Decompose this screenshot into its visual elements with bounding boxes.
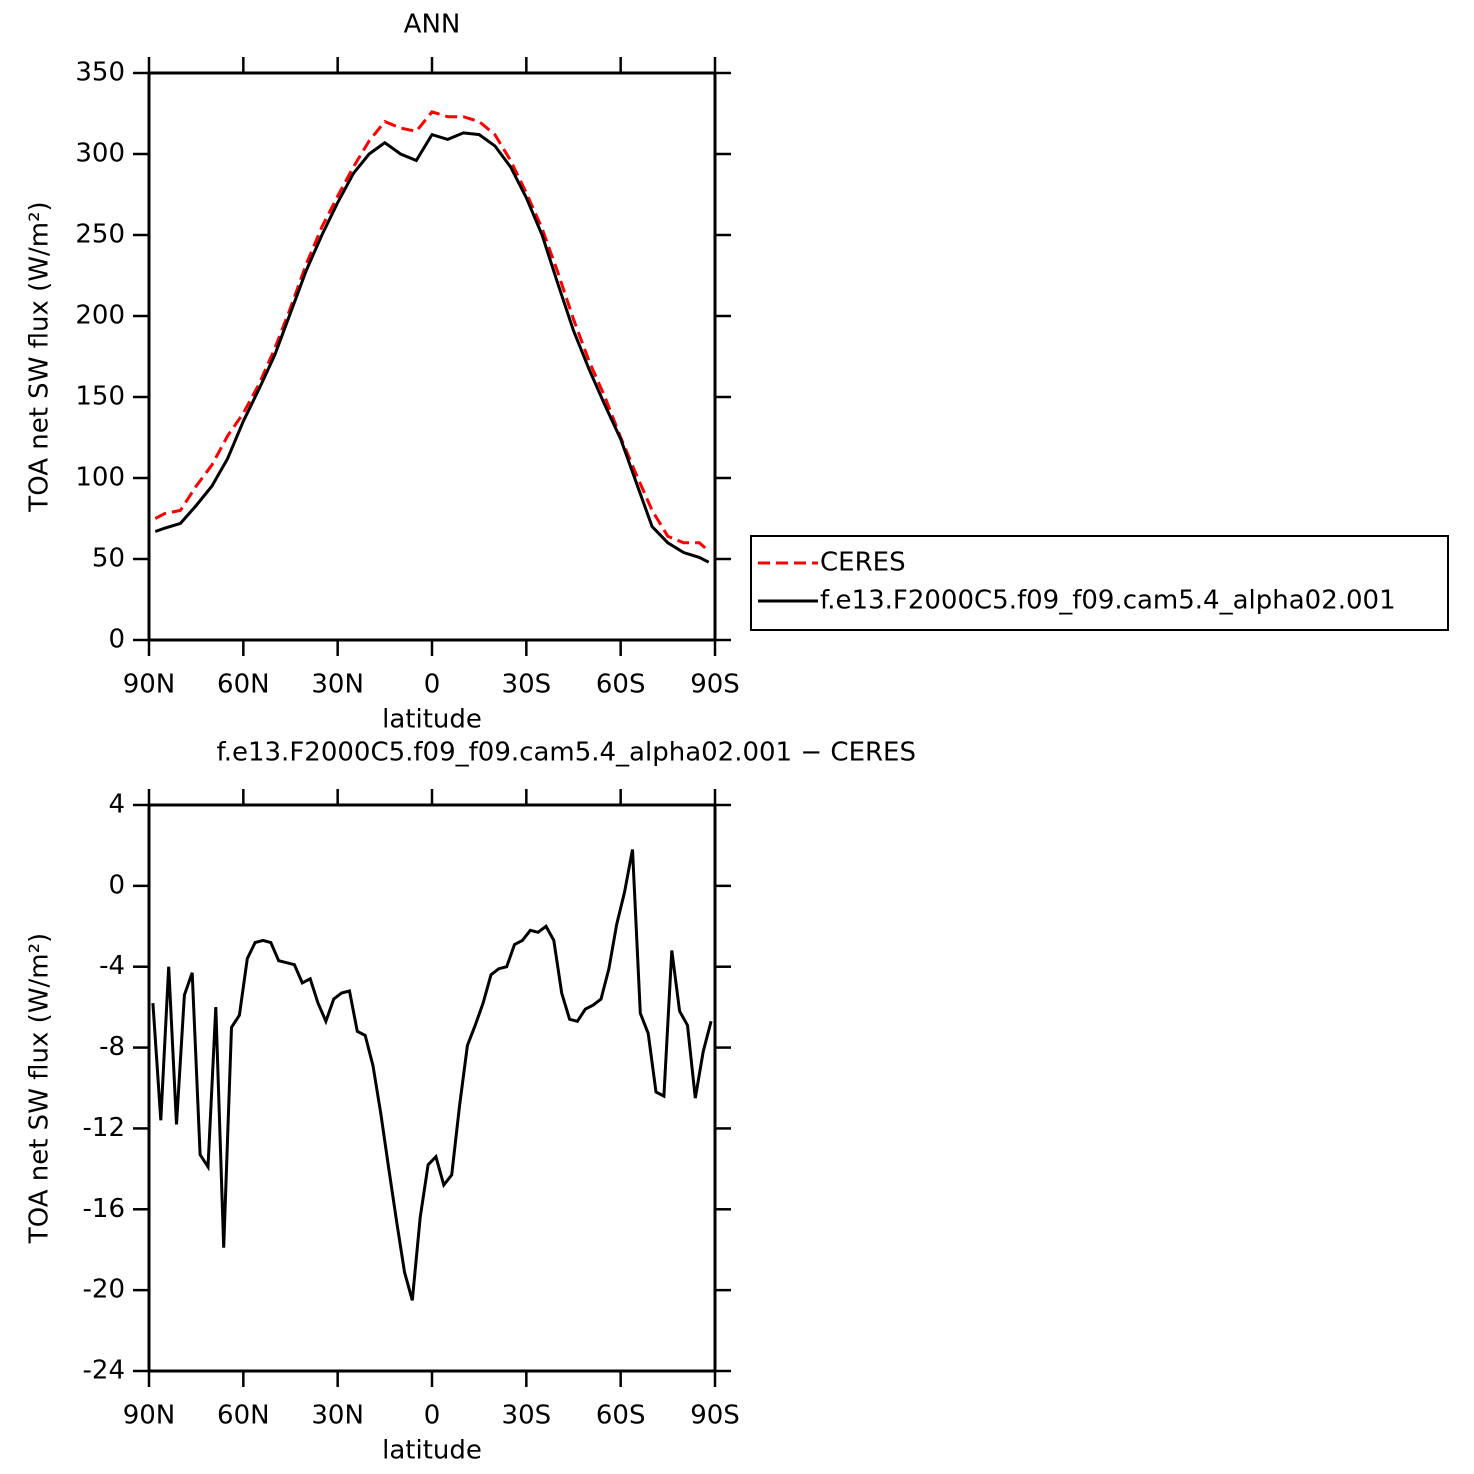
x-tick-label: 0	[424, 1401, 441, 1431]
plot-frame	[147, 71, 717, 642]
x-tick-label: 60N	[217, 1401, 270, 1431]
data-line	[154, 110, 710, 553]
data-line	[151, 849, 713, 1301]
x-axis-label: latitude	[382, 705, 482, 735]
y-axis-label: TOA net SW flux (W/m²)	[25, 201, 55, 512]
x-tick-label: 60S	[596, 670, 646, 700]
x-tick-label: 60N	[217, 670, 270, 700]
y-tick-label: 0	[108, 625, 125, 655]
x-tick-label: 0	[424, 670, 441, 700]
x-tick-label: 90S	[690, 1401, 740, 1431]
y-tick-label: 150	[75, 382, 125, 412]
x-tick-label: 90S	[690, 670, 740, 700]
x-tick-label: 30S	[502, 670, 552, 700]
x-tick-label: 90N	[123, 670, 176, 700]
x-tick-label: 30N	[311, 1401, 364, 1431]
chart-title: ANN	[404, 10, 461, 40]
y-tick-label: -24	[83, 1356, 125, 1386]
x-tick-label: 30S	[502, 1401, 552, 1431]
y-tick-label: 250	[75, 220, 125, 250]
plot-frame	[147, 803, 717, 1373]
chart-title: f.e13.F2000C5.f09_f09.cam5.4_alpha02.001…	[216, 738, 916, 768]
x-tick-label: 30N	[311, 670, 364, 700]
x-tick-label: 60S	[596, 1401, 646, 1431]
y-tick-label: -8	[99, 1032, 125, 1062]
legend-box	[750, 535, 1449, 631]
y-tick-label: -16	[83, 1194, 125, 1224]
y-tick-label: 50	[92, 544, 125, 574]
y-tick-label: 4	[108, 790, 125, 820]
y-tick-label: -4	[99, 951, 125, 981]
y-tick-label: 100	[75, 463, 125, 493]
y-tick-label: 0	[108, 870, 125, 900]
legend-label: CERES	[820, 548, 906, 578]
x-tick-label: 90N	[123, 1401, 176, 1431]
y-tick-label: -20	[83, 1275, 125, 1305]
y-axis-label: TOA net SW flux (W/m²)	[25, 933, 55, 1244]
data-line	[154, 131, 710, 564]
y-tick-label: 200	[75, 301, 125, 331]
y-tick-label: -12	[83, 1113, 125, 1143]
legend-label: f.e13.F2000C5.f09_f09.cam5.4_alpha02.001	[820, 586, 1396, 616]
y-tick-label: 300	[75, 139, 125, 169]
x-axis-label: latitude	[382, 1436, 482, 1466]
y-tick-label: 350	[75, 58, 125, 88]
